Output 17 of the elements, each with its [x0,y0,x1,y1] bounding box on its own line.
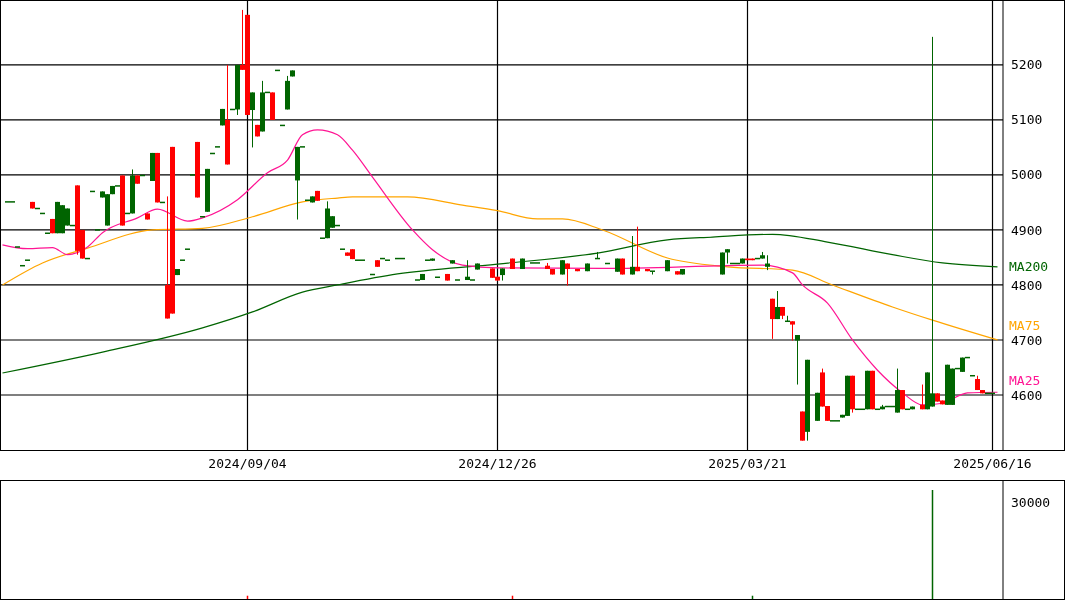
y-tick-label: 5000 [1011,167,1043,183]
x-tick-label: 2025/06/16 [953,456,1032,471]
series-label: MA75 [1009,317,1041,333]
y-tick-label: 5100 [1011,112,1043,128]
y-tick-label: 4800 [1011,277,1043,293]
line-series [1,196,999,341]
series-label: MA25 [1009,372,1041,388]
x-tick-label: 2024/09/04 [208,456,287,471]
candlestick [650,270,655,275]
y-tick-label: 5200 [1011,57,1043,73]
y-tick-label: 4700 [1011,332,1043,348]
y-tick-label: 4600 [1011,387,1043,403]
x-tick-label: 2025/03/21 [708,456,787,471]
x-tick-label: 2024/12/26 [458,456,537,471]
text: 30000 [1011,494,1051,510]
series-label: MA200 [1009,259,1049,275]
y-tick-label: 4900 [1011,222,1043,238]
